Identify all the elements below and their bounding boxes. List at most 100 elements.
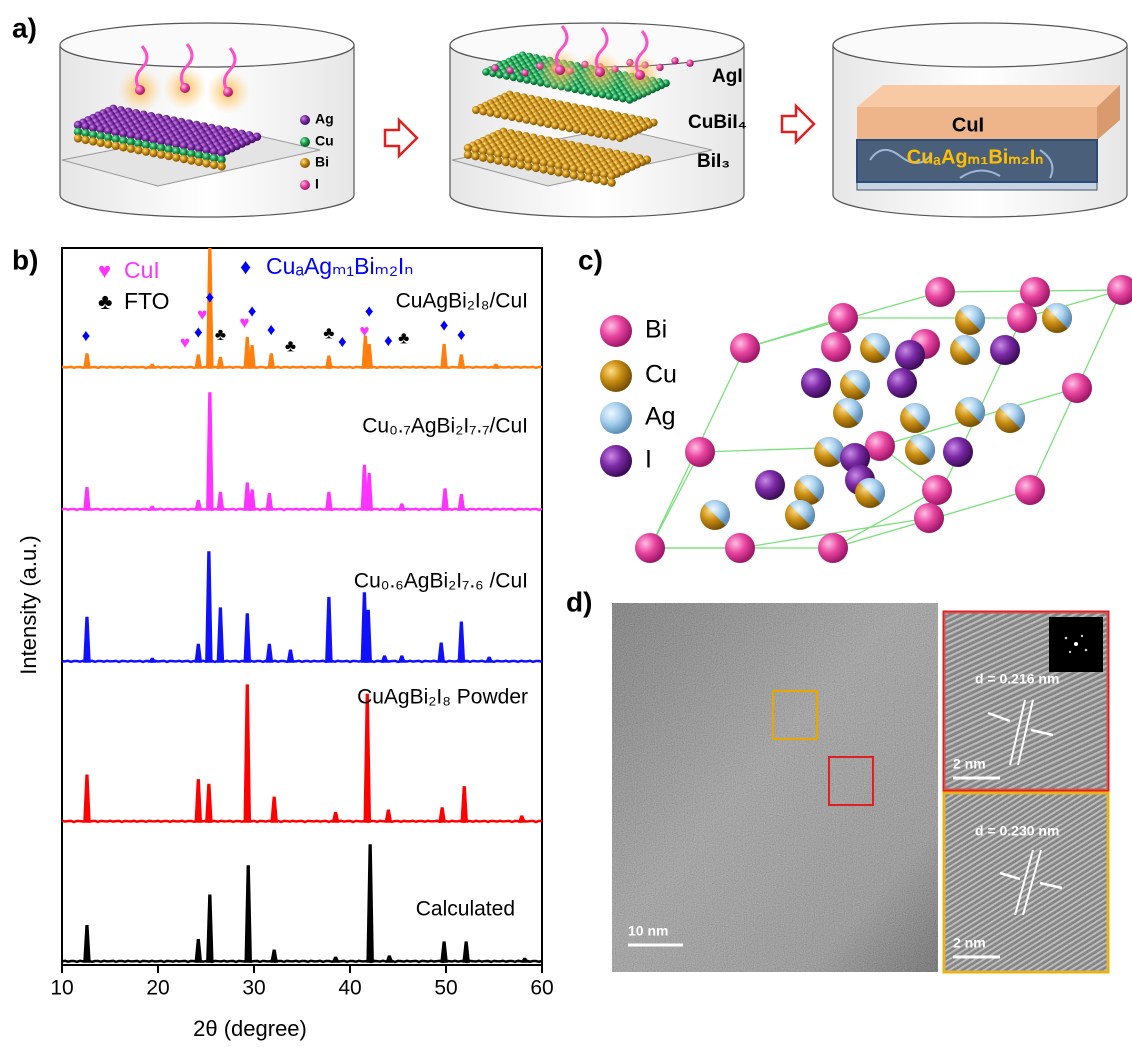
fft-spot	[1080, 634, 1084, 638]
atom	[1107, 275, 1132, 305]
peak	[441, 488, 449, 511]
alloy-layer	[856, 139, 1098, 183]
arrow	[987, 711, 1054, 737]
atom	[194, 144, 204, 153]
atom	[479, 107, 488, 116]
atom-half	[859, 478, 885, 504]
peak	[194, 779, 203, 823]
roi-box	[772, 690, 818, 740]
scale-label: 2 nm	[953, 935, 986, 951]
roi-box	[828, 756, 874, 806]
peak	[364, 609, 373, 663]
baseline	[62, 365, 542, 370]
peak	[216, 607, 225, 663]
atom-half	[904, 403, 930, 429]
atom	[472, 106, 480, 114]
atom	[594, 129, 603, 138]
atom	[551, 121, 560, 130]
grain-boundary	[869, 149, 1054, 179]
atom	[595, 67, 605, 77]
phase-marker: ♦	[384, 331, 393, 350]
atom	[584, 167, 594, 176]
atom-half	[954, 335, 981, 361]
atom	[135, 85, 145, 95]
atom	[486, 154, 495, 164]
atom	[187, 142, 196, 152]
peak	[397, 503, 406, 511]
atom	[577, 172, 586, 181]
panel-label: c)	[578, 244, 603, 275]
fft-spot	[1064, 636, 1068, 640]
atom	[73, 120, 83, 130]
phase-marker: ♦	[457, 325, 466, 344]
atom-label: Ag	[645, 403, 676, 431]
atom	[209, 153, 219, 163]
phase-marker: ♥	[239, 313, 249, 332]
atom	[300, 158, 310, 168]
atom-half	[798, 475, 824, 501]
legend-atom	[600, 402, 632, 434]
atom	[141, 140, 151, 150]
atom	[1062, 373, 1092, 403]
atom	[88, 130, 98, 139]
atom	[478, 153, 488, 162]
peak	[384, 809, 393, 823]
peak	[205, 551, 213, 663]
layer-label: CuBiI₄	[688, 112, 747, 133]
peak	[325, 491, 333, 511]
phase-marker: ♦	[440, 316, 449, 335]
atom	[725, 533, 755, 563]
atom	[194, 151, 204, 160]
atom	[119, 129, 128, 139]
atom	[187, 149, 196, 158]
atom	[521, 69, 529, 77]
atom-half	[704, 499, 731, 526]
peak	[365, 343, 374, 369]
atom	[865, 431, 895, 461]
atom	[599, 176, 609, 186]
phase-marker: ♣	[215, 325, 226, 344]
phase-marker: ♥	[197, 305, 207, 324]
phase-marker: ♦	[338, 332, 347, 351]
atom	[179, 141, 189, 150]
peak	[83, 487, 91, 511]
vapor	[595, 27, 609, 73]
atom-half	[789, 499, 815, 526]
atom	[81, 122, 90, 131]
atom	[755, 470, 785, 500]
baseline	[62, 959, 542, 964]
atom	[544, 120, 552, 128]
d-spacing-label: d = 0.216 nm	[975, 671, 1059, 687]
atom	[577, 165, 586, 175]
atom	[126, 144, 136, 153]
atom	[141, 134, 151, 143]
vapor	[223, 47, 237, 93]
element-label: Bi	[315, 154, 329, 170]
peak	[267, 353, 276, 369]
atom	[554, 161, 563, 170]
x-tick-label: 40	[338, 977, 361, 1000]
plot-frame	[61, 247, 543, 966]
peak	[206, 894, 214, 963]
atom	[491, 64, 499, 72]
atom	[300, 115, 310, 125]
atom	[990, 335, 1020, 365]
peak	[457, 354, 466, 369]
atom	[187, 156, 196, 165]
vapor	[555, 25, 569, 71]
y-axis-label: Intensity (a.u.)	[16, 535, 41, 674]
peak	[457, 494, 466, 511]
atom	[539, 158, 548, 167]
atom	[686, 59, 694, 67]
peak	[462, 941, 470, 963]
peak	[397, 655, 406, 663]
peak	[485, 656, 494, 663]
peak	[437, 642, 446, 663]
legend-atom	[600, 445, 632, 477]
atom	[300, 137, 310, 147]
atom	[96, 125, 105, 134]
atom	[516, 160, 526, 170]
atom	[217, 162, 226, 171]
peak	[147, 363, 157, 369]
